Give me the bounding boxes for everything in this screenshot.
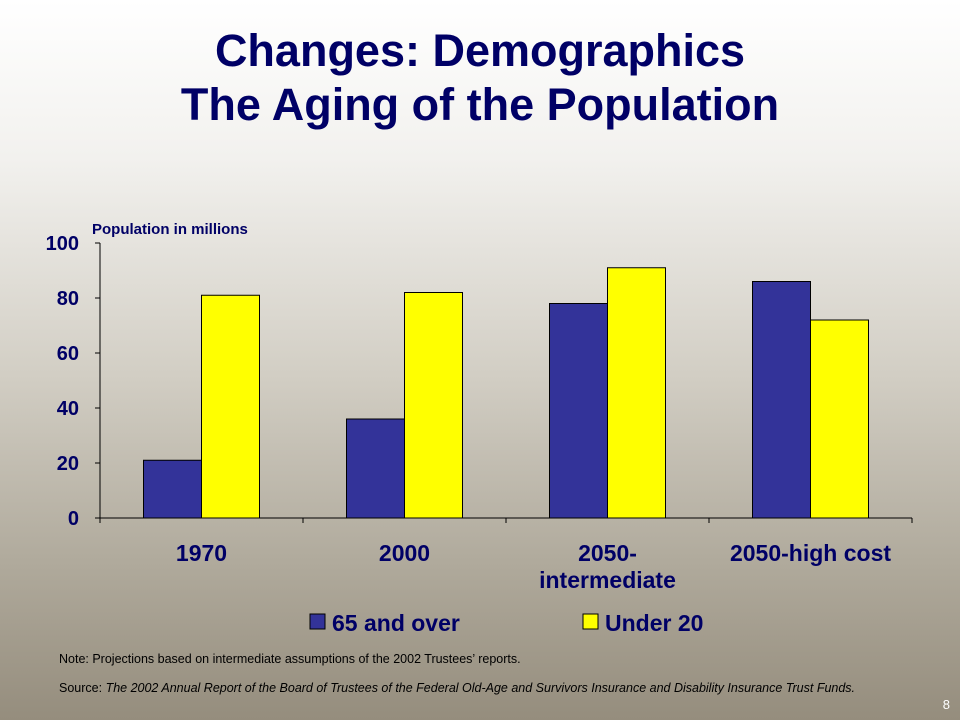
source-publication: The 2002 Annual Report of the Board of T… <box>105 681 856 695</box>
y-tick-label: 40 <box>57 398 79 420</box>
bar <box>810 319 869 519</box>
y-tick-label: 0 <box>68 508 79 530</box>
x-tick-label: 2050-high cost <box>730 540 891 566</box>
bar <box>549 303 608 519</box>
bar <box>752 281 811 519</box>
slide-number: 8 <box>942 697 950 712</box>
legend-swatch <box>582 613 599 630</box>
footnote-source: Source: The 2002 Annual Report of the Bo… <box>59 680 939 697</box>
bar <box>201 294 260 519</box>
legend-label: 65 and over <box>332 610 460 636</box>
slide-title: Changes: Demographics The Aging of the P… <box>0 24 960 132</box>
y-tick-label: 20 <box>57 453 79 475</box>
y-tick-label: 80 <box>57 288 79 310</box>
bar <box>143 459 202 519</box>
y-tick-label: 60 <box>57 343 79 365</box>
y-axis-label: Population in millions <box>92 221 248 238</box>
x-tick-label: 1970 <box>176 540 227 566</box>
x-tick-label: 2050-intermediate <box>539 540 676 593</box>
bar <box>607 267 666 519</box>
legend-swatch <box>309 613 326 630</box>
legend-label: Under 20 <box>605 610 703 636</box>
y-tick-label: 100 <box>46 233 79 255</box>
source-prefix: Source: <box>59 681 106 695</box>
title-line-2: The Aging of the Population <box>180 79 780 130</box>
title-line-1: Changes: Demographics <box>214 25 746 76</box>
footnote-note: Note: Projections based on intermediate … <box>59 652 521 666</box>
x-tick-label: 2000 <box>379 540 430 566</box>
bar <box>404 292 463 519</box>
bar <box>346 418 405 519</box>
